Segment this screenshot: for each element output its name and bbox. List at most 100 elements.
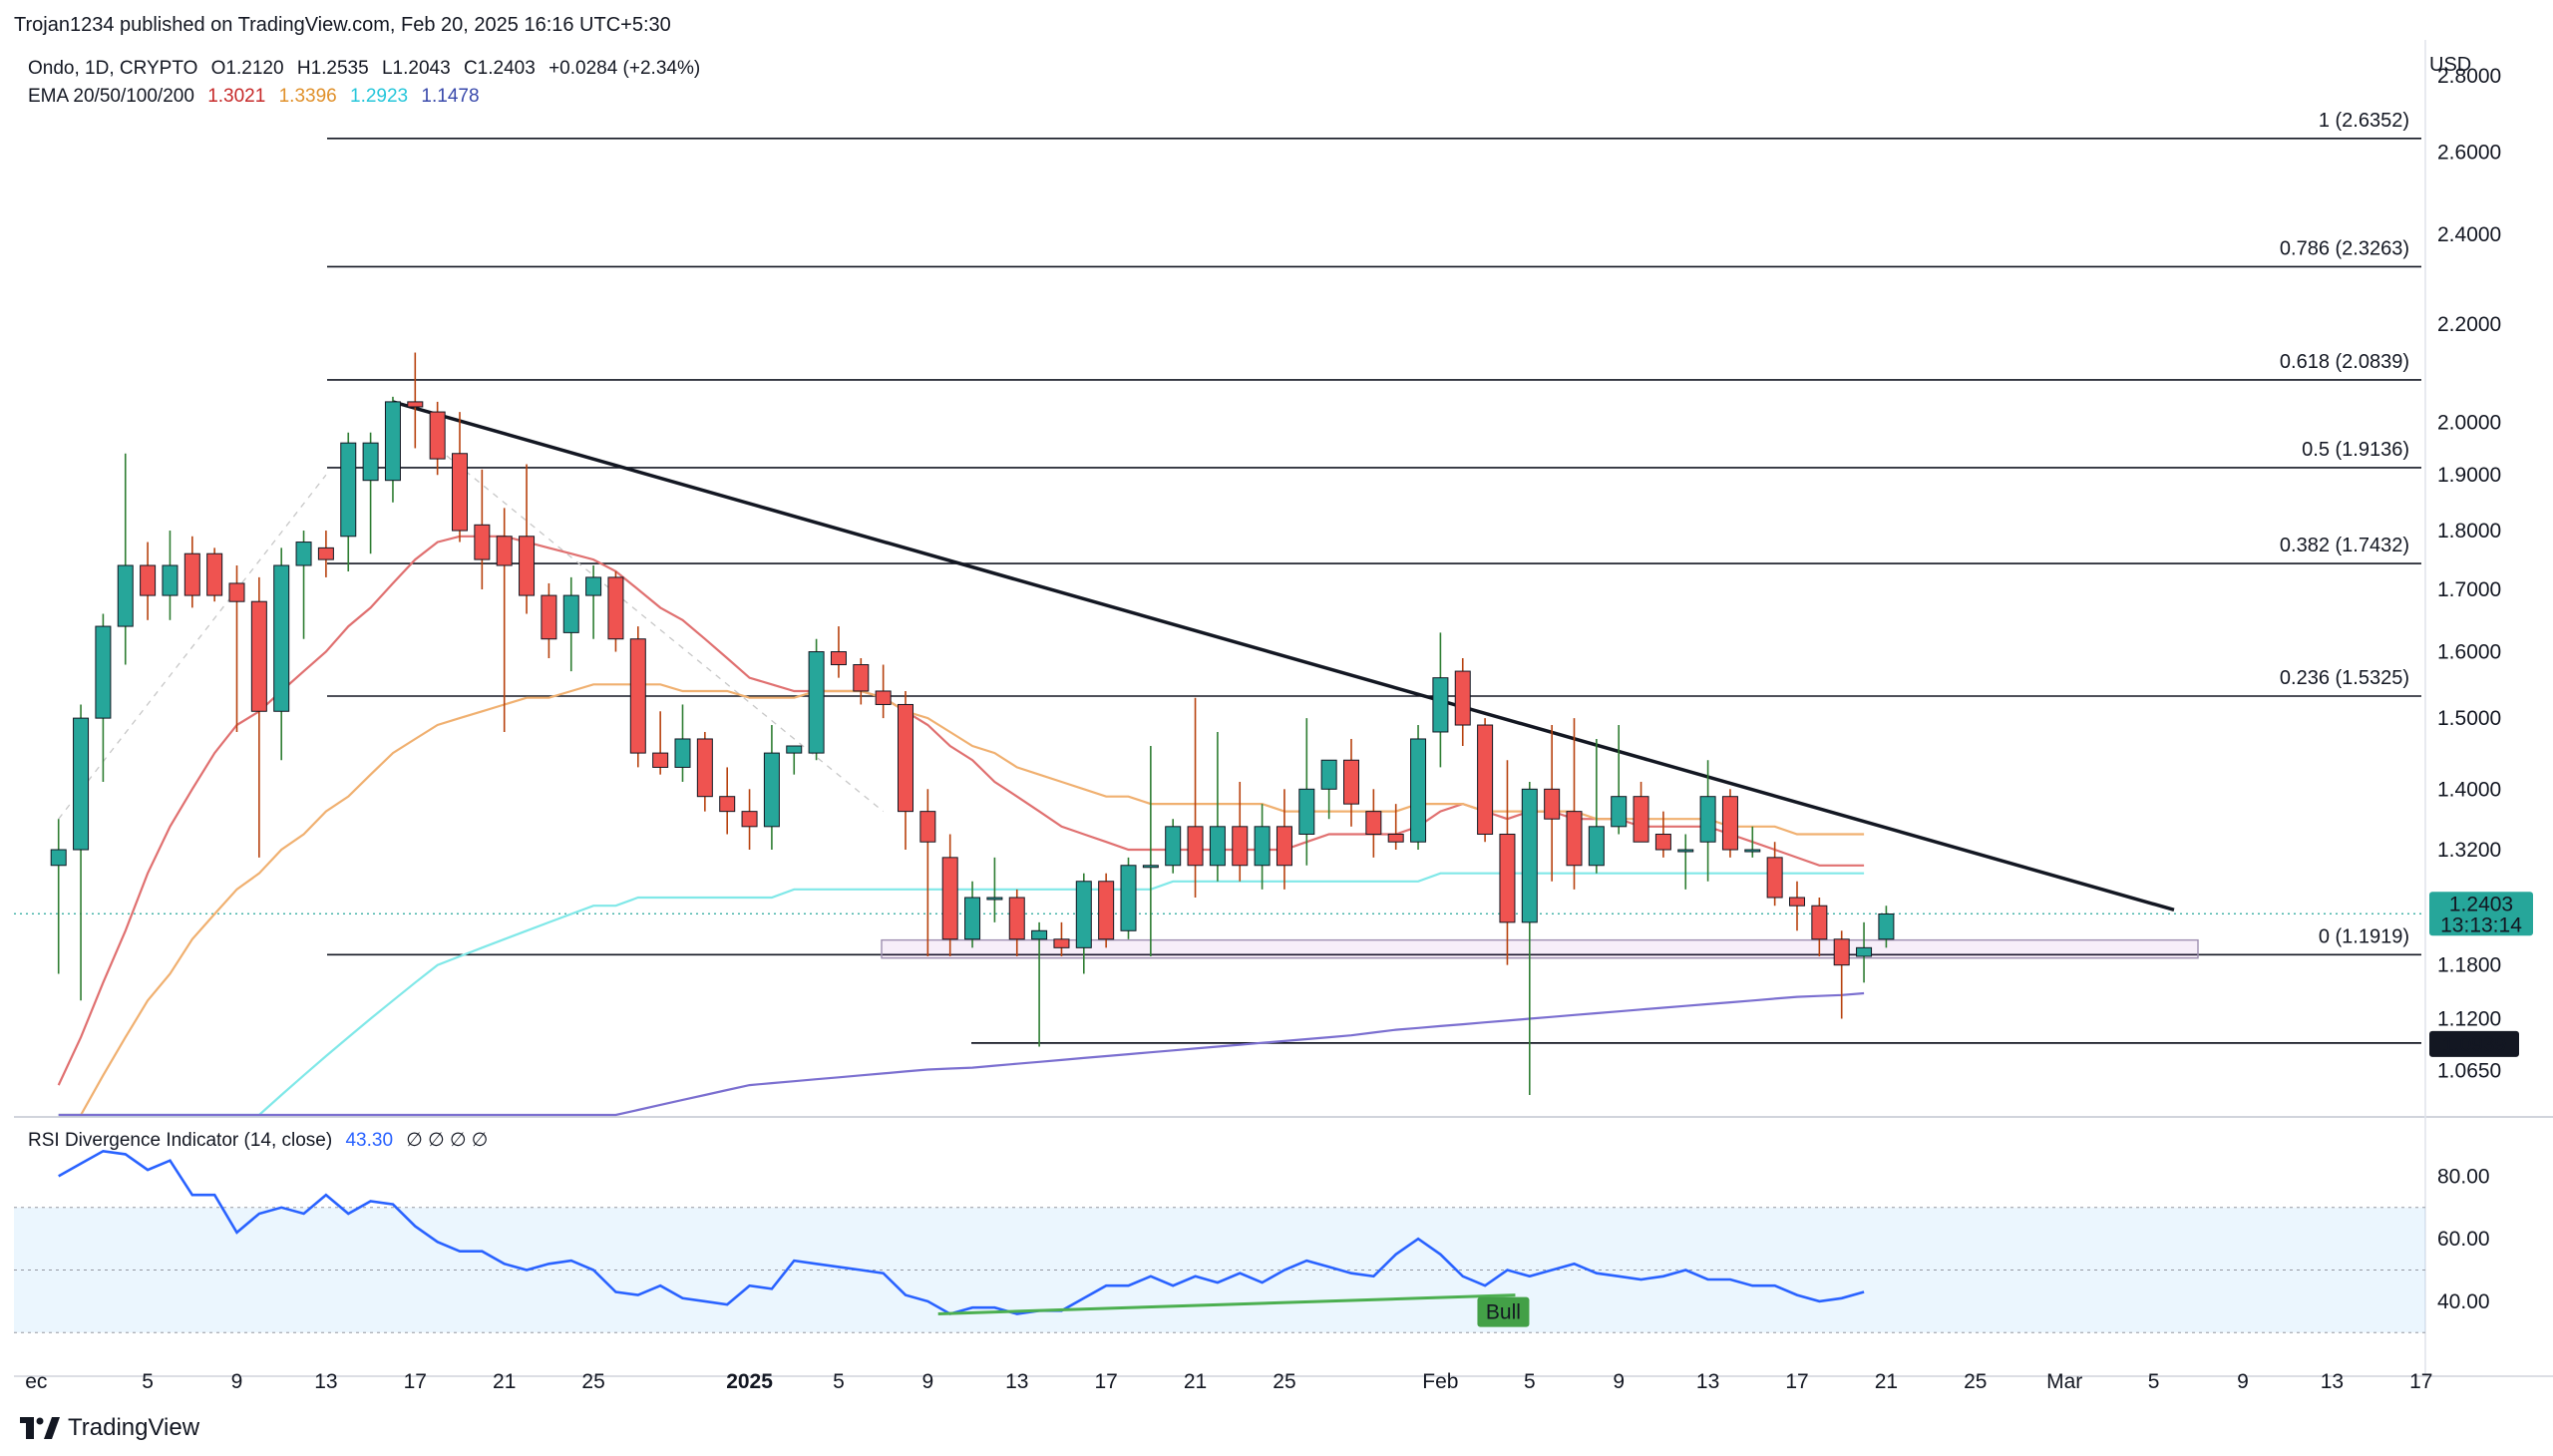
candle	[1298, 718, 1315, 866]
currency-label[interactable]: USD	[2429, 54, 2472, 76]
candle-body	[1721, 796, 1738, 851]
bull-label-text: Bull	[1486, 1301, 1521, 1324]
candle-body	[1544, 788, 1561, 820]
candle-body	[362, 442, 379, 482]
time-tick-label: 17	[1094, 1370, 1117, 1393]
candle	[1410, 725, 1427, 851]
price-tick-label: 1.7000	[2437, 578, 2501, 601]
candle	[808, 638, 825, 761]
candle-body	[250, 600, 267, 712]
candle-body	[474, 524, 491, 560]
candle-body	[541, 594, 557, 640]
ema100-value: 1.2923	[350, 86, 409, 107]
candle	[652, 711, 669, 775]
time-tick-label: 25	[1964, 1370, 1987, 1393]
candle	[696, 731, 713, 812]
candle-body	[1187, 826, 1204, 867]
candle-body	[140, 564, 157, 596]
candle-body	[652, 752, 669, 768]
price-tick-label: 1.3200	[2437, 839, 2501, 862]
tradingview-logo[interactable]: TradingView	[20, 1414, 199, 1442]
time-tick-label: ec	[25, 1370, 47, 1393]
ema50-line	[58, 683, 1865, 1117]
ohlc-open: O1.2120	[210, 58, 284, 79]
candle	[206, 547, 223, 602]
candle-body	[228, 582, 245, 602]
price-tick-label: 1.1200	[2437, 1008, 2501, 1031]
candle-body	[1566, 811, 1583, 867]
candle	[1699, 760, 1716, 882]
ema200-value: 1.1478	[421, 86, 480, 107]
candle-body	[808, 651, 825, 754]
price-tick-label: 1.5000	[2437, 707, 2501, 730]
candle	[986, 857, 1003, 922]
candle-body	[1588, 826, 1605, 867]
candle-body	[317, 546, 334, 560]
candle	[1031, 921, 1048, 1047]
candle	[117, 453, 134, 665]
time-tick-label: 9	[231, 1370, 243, 1393]
ohlc-high: H1.2535	[296, 58, 369, 79]
rsi-placeholders: ∅ ∅ ∅ ∅	[406, 1130, 489, 1151]
candle	[1232, 781, 1249, 882]
time-tick-label: 13	[1005, 1370, 1028, 1393]
candle	[1254, 804, 1271, 890]
candle	[919, 789, 936, 956]
candle-body	[941, 857, 958, 940]
candle	[1566, 718, 1583, 890]
time-tick-label: 17	[1785, 1370, 1808, 1393]
tradingview-logo-icon	[20, 1417, 60, 1439]
candle	[183, 536, 200, 608]
price-tick-label: 2.8000	[2437, 65, 2501, 88]
candle-body	[1833, 938, 1850, 966]
ohlc-low: L1.2043	[381, 58, 451, 79]
symbol-name[interactable]: Ondo, 1D, CRYPTO	[28, 58, 198, 79]
price-tick-label: 2.0000	[2437, 411, 2501, 434]
ema100-line	[58, 872, 1865, 1117]
candle-body	[384, 401, 401, 482]
candle	[1856, 921, 1873, 983]
candle-body	[1053, 938, 1070, 948]
candle	[1120, 857, 1137, 939]
candle-body	[1521, 788, 1538, 923]
candle-body	[1454, 670, 1471, 726]
candle	[1008, 889, 1025, 956]
candle	[719, 767, 736, 835]
candle-body	[1276, 826, 1292, 867]
candle-body	[1232, 826, 1249, 867]
candle-body	[741, 811, 758, 828]
candle-body	[1789, 897, 1805, 907]
candle	[429, 401, 446, 476]
candle-body	[1343, 759, 1359, 805]
candle-body	[696, 738, 713, 798]
time-tick-label: 9	[922, 1370, 934, 1393]
candle-body	[340, 442, 357, 538]
rsi-line	[58, 1149, 1865, 1315]
descending-trendline	[392, 400, 2175, 912]
ohlc-close: C1.2403	[463, 58, 536, 79]
rsi-label[interactable]: RSI Divergence Indicator (14, close)	[28, 1130, 333, 1151]
time-tick-label: Feb	[1422, 1370, 1458, 1393]
candle-body	[1811, 905, 1828, 940]
candle-body	[1499, 833, 1516, 923]
ema-label[interactable]: EMA 20/50/100/200	[28, 86, 194, 107]
candle-body	[1677, 849, 1694, 853]
candle-body	[786, 745, 803, 754]
candle-body	[1699, 796, 1716, 843]
candle	[1677, 834, 1694, 890]
candle-body	[964, 897, 981, 940]
candle-body	[853, 664, 870, 692]
candle-body	[1744, 849, 1761, 853]
candle	[875, 664, 892, 719]
candle-body	[519, 536, 536, 596]
candle-body	[1008, 897, 1025, 940]
candle	[73, 704, 90, 1001]
candle-body	[875, 690, 892, 705]
candle	[474, 469, 491, 589]
price-tick-label: 2.4000	[2437, 223, 2501, 246]
rsi-band	[14, 1207, 2425, 1333]
time-tick-label: 21	[1184, 1370, 1207, 1393]
candle-body	[1320, 759, 1337, 790]
price-tick-label: 2.6000	[2437, 142, 2501, 165]
